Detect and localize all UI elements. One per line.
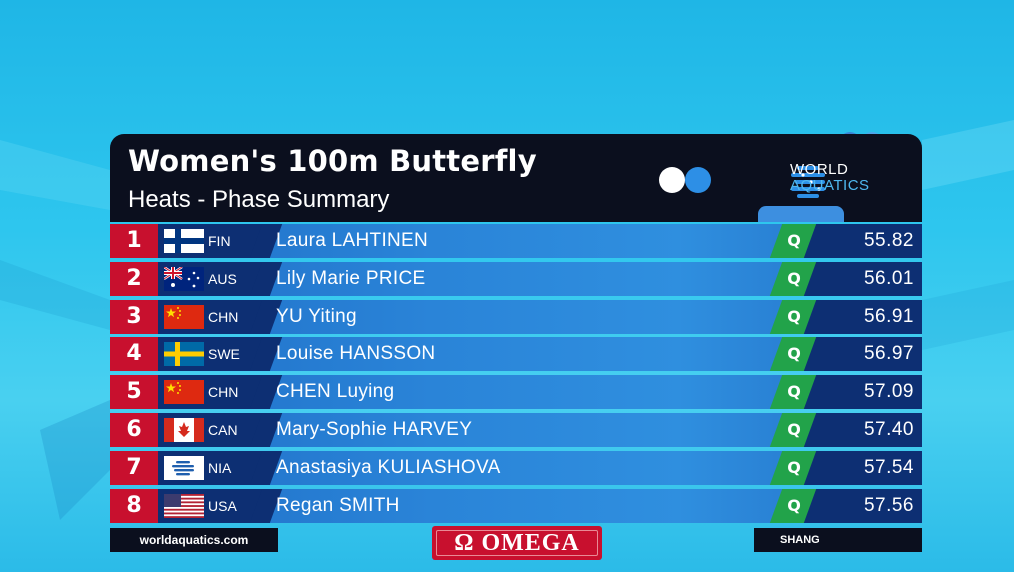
chn-flag-icon: [164, 304, 204, 329]
athlete-name: Lily Marie PRICE: [276, 267, 426, 289]
race-time: 56.01: [863, 267, 914, 289]
omega-logo-text: Ω OMEGA: [454, 530, 580, 556]
table-row: 8 USA Regan SMITH Q 57.56: [110, 488, 922, 523]
table-row: 6 CAN Mary-Sophie HARVEY Q 57.40: [110, 412, 922, 447]
rank-badge: 1: [110, 224, 158, 258]
header-tab-decoration: [758, 206, 844, 222]
country-code: NIA: [208, 459, 232, 476]
can-flag-icon: [164, 417, 204, 442]
race-time: 56.91: [863, 305, 914, 327]
aus-flag-icon: [164, 266, 204, 291]
event-title: Women's 100m Butterfly: [128, 144, 537, 178]
table-row: 4 SWE Louise HANSSON Q 56.97: [110, 337, 922, 372]
swe-flag-icon: [164, 342, 204, 367]
usa-flag-icon: [164, 493, 204, 518]
athlete-name: CHEN Luying: [276, 381, 395, 403]
rank-badge: 6: [110, 412, 158, 447]
country-code: SWE: [208, 346, 240, 363]
qualified-badge: Q: [787, 419, 801, 439]
world-aquatics-logo-icon: [791, 166, 825, 198]
rank-badge: 3: [110, 299, 158, 334]
race-time: 55.82: [863, 230, 914, 251]
table-row: 5 CHN CHEN Luying Q 57.09: [110, 375, 922, 410]
fin-flag-icon: [164, 229, 204, 253]
board-header: Women's 100m Butterfly Heats - Phase Sum…: [110, 134, 922, 222]
omega-logo-border: [436, 530, 598, 556]
table-row: 3 CHN YU Yiting Q 56.91: [110, 299, 922, 334]
race-time: 57.54: [863, 456, 914, 478]
qualified-badge: Q: [787, 457, 801, 477]
qualified-badge: Q: [787, 268, 801, 288]
qualified-badge: Q: [787, 344, 801, 364]
athlete-name: Louise HANSSON: [276, 343, 436, 365]
world-aquatics-wordmark: WORLD AQUATICS: [790, 162, 870, 194]
rank-badge: 2: [110, 261, 158, 296]
logo-line-1: WORLD: [790, 161, 849, 178]
brand-dots-icon: [659, 167, 711, 193]
race-time: 57.09: [863, 381, 914, 403]
chn-flag-icon: [164, 380, 204, 405]
qualified-badge: Q: [787, 382, 801, 402]
country-code: FIN: [208, 233, 231, 249]
country-code: AUS: [208, 270, 237, 287]
omega-sponsor-logo: Ω OMEGA: [432, 526, 602, 560]
location-footer: SHANG: [754, 528, 922, 552]
table-row: 1 FIN Laura LAHTINEN Q 55.82: [110, 224, 922, 258]
phase-subtitle: Heats - Phase Summary: [128, 186, 390, 213]
rank-badge: 5: [110, 375, 158, 410]
rank-badge: 7: [110, 450, 158, 485]
table-row: 7 NIA Anastasiya KULIASHOVA Q 57.54: [110, 450, 922, 485]
race-time: 56.97: [863, 343, 914, 365]
athlete-name: Mary-Sophie HARVEY: [276, 418, 473, 440]
country-code: USA: [208, 497, 237, 514]
results-list: 1 FIN Laura LAHTINEN Q 55.82 2: [110, 224, 922, 526]
country-code: CHN: [208, 384, 239, 401]
results-board: Women's 100m Butterfly Heats - Phase Sum…: [110, 132, 922, 526]
athlete-name: Regan SMITH: [276, 494, 400, 516]
athlete-name: Anastasiya KULIASHOVA: [276, 456, 501, 478]
qualified-badge: Q: [787, 495, 801, 515]
website-footer: worldaquatics.com: [110, 528, 278, 552]
table-row: 2 AUS Lily Marie PRICE Q 56.01: [110, 261, 922, 296]
qualified-badge: Q: [787, 306, 801, 326]
rank-badge: 8: [110, 488, 158, 523]
nia-flag-icon: [164, 455, 204, 480]
race-time: 57.40: [863, 418, 914, 440]
country-code: CHN: [208, 308, 239, 325]
race-time: 57.56: [863, 494, 914, 516]
logo-line-2: AQUATICS: [790, 177, 870, 194]
athlete-name: Laura LAHTINEN: [276, 230, 429, 251]
country-code: CAN: [208, 421, 238, 438]
athlete-name: YU Yiting: [276, 305, 357, 327]
qualified-badge: Q: [787, 231, 801, 250]
rank-badge: 4: [110, 337, 158, 372]
